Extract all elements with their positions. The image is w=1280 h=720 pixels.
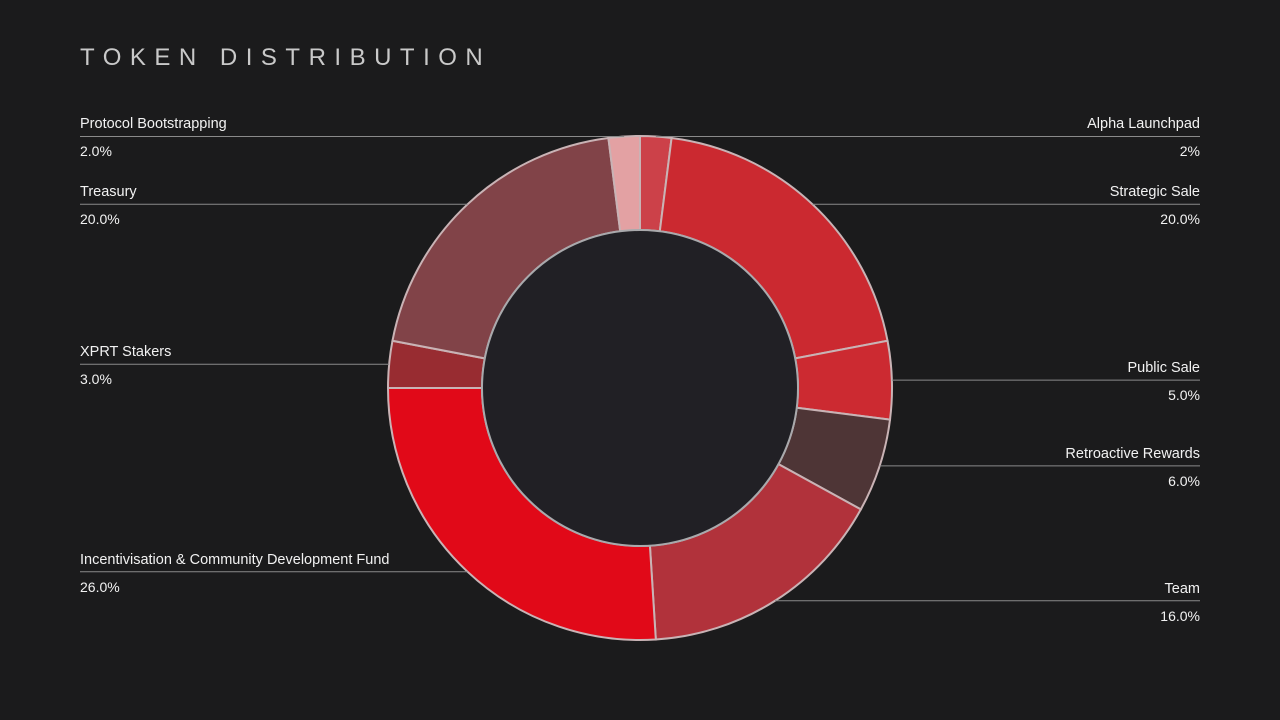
label-xprt-stakers: XPRT Stakers <box>80 344 172 361</box>
value-protocol-bootstrapping: 2.0% <box>80 143 112 160</box>
label-public-sale: Public Sale <box>1127 360 1200 377</box>
value-strategic-sale: 20.0% <box>1160 211 1200 228</box>
value-retroactive-rewards: 6.0% <box>1168 472 1200 489</box>
label-protocol-bootstrapping: Protocol Bootstrapping <box>80 116 227 133</box>
label-strategic-sale: Strategic Sale <box>1109 184 1200 201</box>
value-team: 16.0% <box>1160 607 1200 624</box>
label-incentivisation-and-community-development-fund: Incentivisation & Community Development … <box>80 551 390 568</box>
value-public-sale: 5.0% <box>1168 387 1200 404</box>
label-team: Team <box>1164 580 1200 597</box>
chart-title: TOKEN DISTRIBUTION <box>80 44 492 71</box>
value-treasury: 20.0% <box>80 211 120 228</box>
donut-hole <box>481 229 799 547</box>
label-retroactive-rewards: Retroactive Rewards <box>1065 445 1200 462</box>
value-alpha-launchpad: 2% <box>1179 143 1200 160</box>
leader-lines <box>80 135 1200 602</box>
label-treasury: Treasury <box>80 184 137 201</box>
value-xprt-stakers: 3.0% <box>80 371 112 388</box>
value-incentivisation-and-community-development-fund: 26.0% <box>80 578 120 595</box>
label-alpha-launchpad: Alpha Launchpad <box>1087 116 1200 133</box>
